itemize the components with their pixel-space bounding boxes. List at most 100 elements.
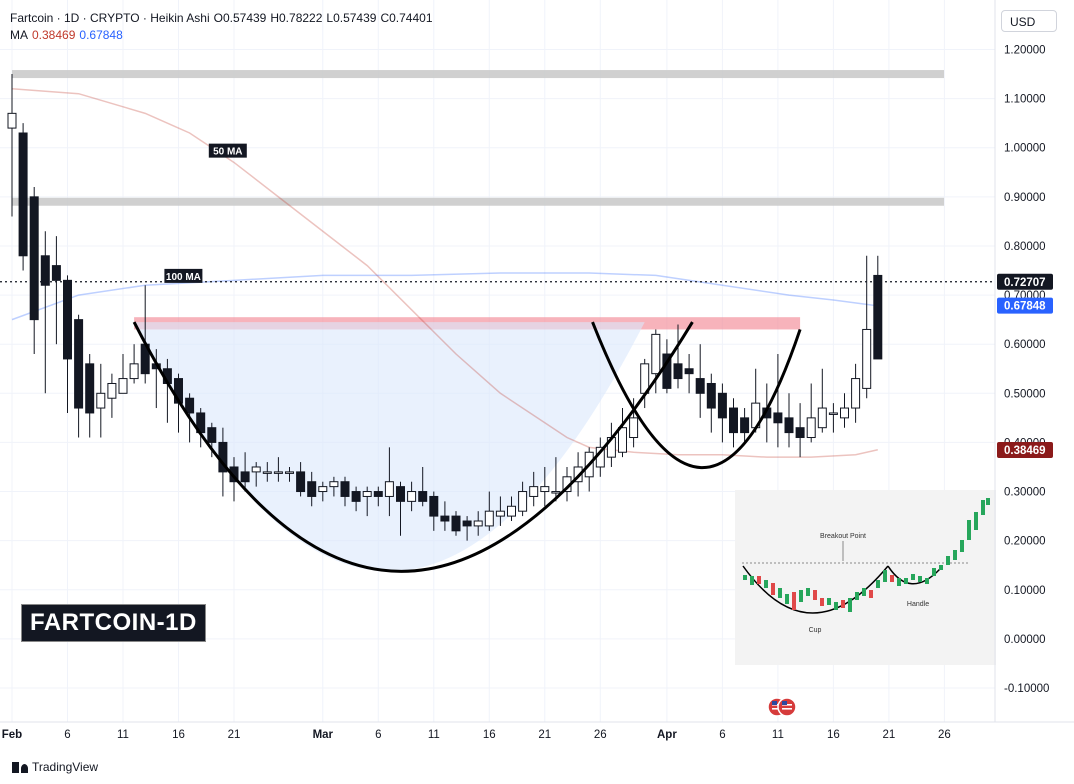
- candle-body-up: [507, 505, 516, 517]
- candle: [518, 481, 528, 517]
- currency-button[interactable]: USD: [1001, 10, 1057, 32]
- candle: [351, 486, 361, 512]
- y-tick-label: 0.50000: [1004, 388, 1046, 400]
- candle-body-down: [351, 491, 361, 502]
- inset-candle-up: [848, 598, 852, 612]
- symbol-info: Fartcoin · 1D · CRYPTO · Heikin Ashi: [10, 11, 210, 25]
- resistance-zone: [12, 70, 944, 79]
- candle-body-up: [262, 471, 272, 474]
- y-tick-label: 0.10000: [1004, 585, 1046, 597]
- candle-body-up: [629, 417, 639, 439]
- candle: [129, 344, 139, 384]
- candle: [74, 314, 84, 438]
- candle: [740, 408, 750, 443]
- inset-candle-up: [827, 598, 831, 605]
- inset-candle-up: [953, 550, 957, 560]
- candle: [729, 398, 738, 448]
- candle: [40, 231, 50, 394]
- candle-body-up: [484, 510, 494, 527]
- candle: [462, 516, 472, 541]
- candle-body-up: [518, 491, 528, 512]
- inset-candle-up: [799, 590, 803, 602]
- candle-body-up: [618, 427, 627, 453]
- inset-breakout-label: Breakout Point: [820, 533, 866, 540]
- inset-candle-down: [869, 590, 873, 598]
- y-tick-label: 0.80000: [1004, 241, 1046, 253]
- candle: [673, 324, 683, 389]
- candle: [7, 74, 17, 217]
- candle-body-down: [740, 417, 750, 434]
- candle: [606, 422, 616, 467]
- x-tick-label: 16: [172, 729, 185, 741]
- us-flag-event-icon[interactable]: [767, 696, 797, 718]
- candle: [273, 457, 283, 482]
- candle: [451, 511, 461, 536]
- candle-body-up: [817, 407, 827, 429]
- candle: [384, 447, 394, 517]
- candle-body-up: [651, 333, 661, 375]
- candle-body-down: [729, 407, 738, 434]
- x-tick-label: 21: [228, 729, 241, 741]
- candle: [118, 354, 128, 394]
- candle-body-down: [207, 427, 217, 443]
- candle-body-up: [851, 378, 861, 409]
- inset-candle-up: [778, 588, 782, 598]
- inset-candle-down: [820, 598, 824, 606]
- candle: [51, 236, 61, 345]
- candle: [684, 354, 694, 394]
- ohlc-open: O0.57439: [213, 11, 267, 25]
- price-label-text: 0.67848: [1004, 301, 1046, 313]
- candle-body-up: [828, 412, 838, 415]
- candle-body-down: [296, 471, 306, 493]
- candle: [429, 491, 439, 531]
- candle-body-down: [684, 368, 694, 375]
- ma-50-annotation: 50 MA: [213, 147, 242, 158]
- candle-body-up: [407, 491, 417, 502]
- inset-cup-curve: [742, 565, 889, 614]
- candle: [396, 481, 405, 536]
- candle-body-up: [107, 382, 117, 399]
- candle-body-up: [318, 486, 328, 493]
- y-tick-label: 0.60000: [1004, 339, 1046, 351]
- ohlc-high: H0.78222: [270, 11, 323, 25]
- y-tick-label: 1.00000: [1004, 143, 1046, 155]
- x-tick-label: Feb: [2, 729, 22, 741]
- candle: [618, 408, 627, 458]
- candle: [29, 187, 39, 355]
- y-tick-label: 1.10000: [1004, 94, 1046, 106]
- x-tick-label: 26: [938, 729, 951, 741]
- candle: [840, 393, 849, 428]
- candle: [307, 471, 317, 507]
- x-tick-label: 11: [428, 729, 440, 741]
- handle-curve: [591, 321, 802, 470]
- candle-body-down: [51, 265, 61, 281]
- candle: [340, 476, 350, 507]
- candle: [362, 486, 372, 517]
- candle-body-up: [495, 510, 505, 517]
- candle-body-down: [717, 392, 727, 419]
- x-tick-label: Apr: [657, 729, 677, 741]
- candle-body-up: [529, 486, 539, 497]
- candle: [662, 339, 672, 394]
- ma-50-line: [11, 88, 878, 458]
- candle: [285, 466, 294, 482]
- ma-annotation-box: [208, 143, 247, 158]
- candle: [162, 358, 172, 423]
- x-tick-label: 11: [772, 729, 784, 741]
- candle: [862, 255, 872, 399]
- ohlc-close: C0.74401: [380, 11, 433, 25]
- candle-body-up: [329, 481, 339, 488]
- candle: [873, 255, 883, 360]
- inset-candle-up: [939, 565, 943, 570]
- resistance-zone: [12, 197, 944, 206]
- tradingview-logo[interactable]: TradingView: [12, 760, 98, 774]
- y-tick-label: 1.20000: [1004, 45, 1046, 57]
- candle-body-down: [462, 520, 472, 527]
- inset-candle-down: [771, 583, 775, 595]
- candle-body-down: [29, 196, 39, 321]
- ma-label: MA: [10, 28, 28, 42]
- candle: [407, 481, 417, 512]
- candle-body-up: [96, 392, 106, 409]
- y-tick-label: -0.10000: [1004, 683, 1049, 695]
